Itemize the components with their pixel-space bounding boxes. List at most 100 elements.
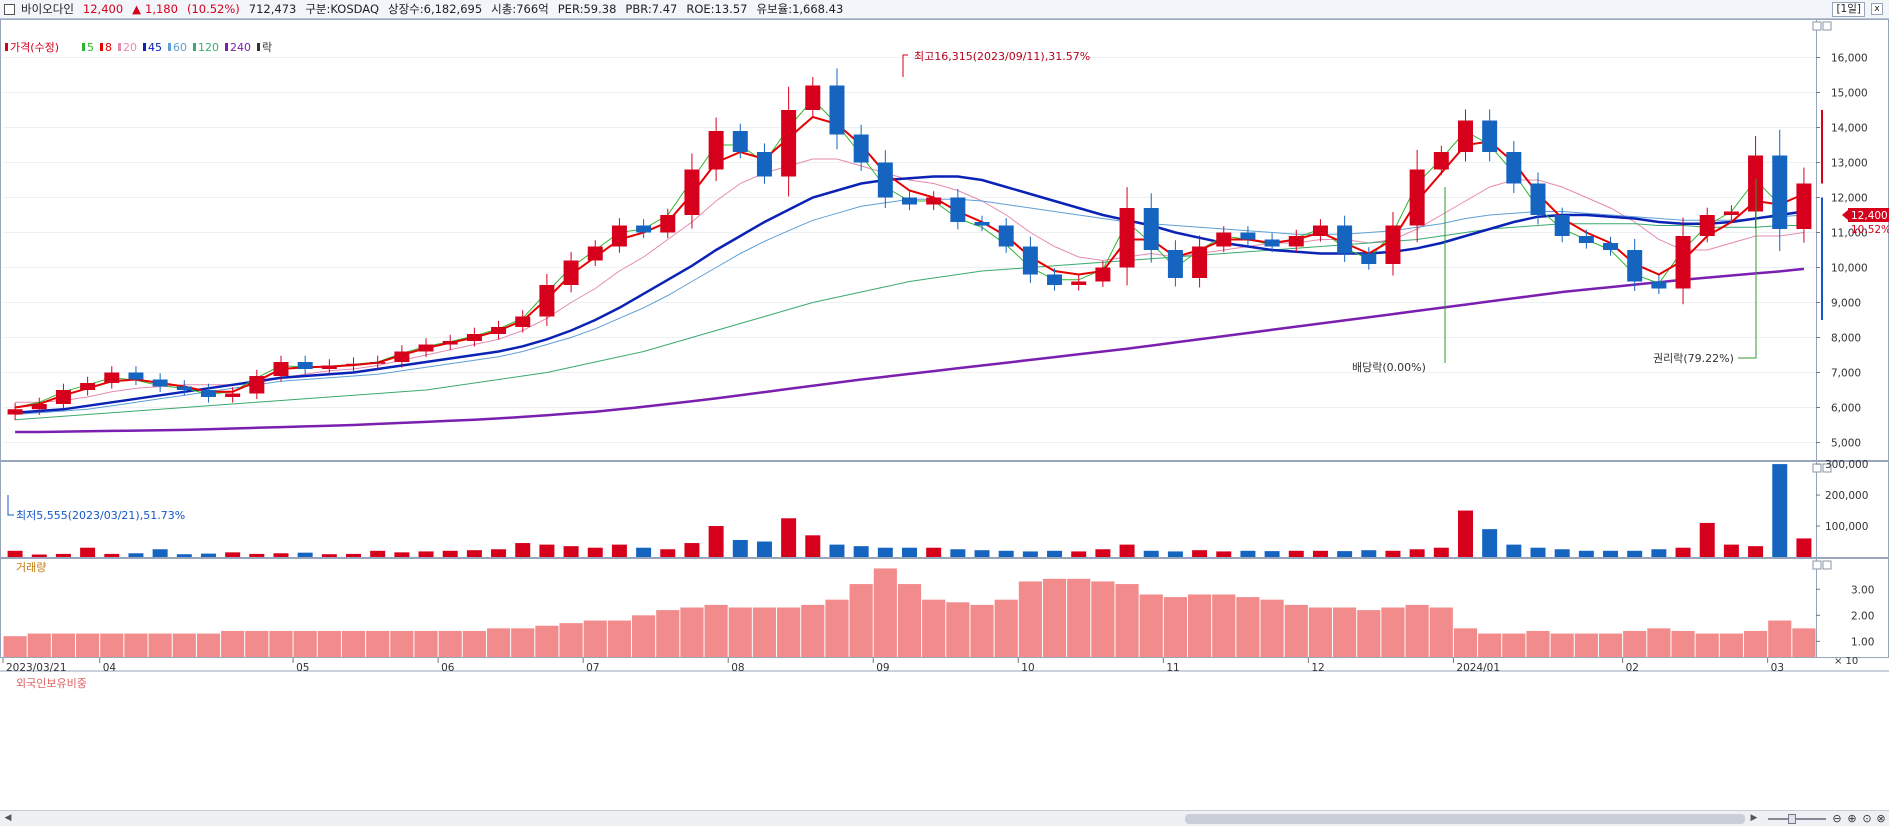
volume-bar — [1409, 549, 1425, 557]
price-tick-label: 13,000 — [1831, 158, 1868, 170]
candle-body — [1337, 225, 1353, 254]
price-change: 1,180 — [145, 2, 178, 16]
reserve-ratio: 유보율:1,668.43 — [756, 2, 844, 16]
date-tick-label: 08 — [731, 662, 744, 674]
stock-checkbox[interactable] — [4, 3, 15, 15]
candle-body — [660, 215, 676, 233]
candle-body — [7, 409, 23, 415]
volume-bar — [1651, 549, 1667, 557]
volume-bar — [176, 554, 192, 557]
volume-bar — [80, 547, 96, 557]
scroll-left-icon[interactable]: ◀ — [4, 813, 12, 823]
volume-bar — [1095, 549, 1111, 557]
volume-bar — [853, 546, 869, 557]
stock-name[interactable]: 바이오다인 — [21, 2, 74, 16]
volume-bar — [708, 526, 724, 557]
foreign-bar — [632, 615, 656, 657]
candle-body — [1216, 232, 1232, 247]
zoom-in-icon[interactable]: ⊕ — [1847, 812, 1857, 825]
price-tick-label: 14,000 — [1831, 123, 1868, 135]
legend-swatch — [225, 43, 228, 51]
close-icon[interactable]: x — [1871, 3, 1883, 15]
date-tick-label: 03 — [1771, 662, 1784, 674]
candle-body — [80, 383, 96, 390]
foreign-bar — [390, 630, 414, 657]
candle-body — [1047, 274, 1063, 285]
last-price-badge: 12,400 10.52% — [1842, 208, 1889, 236]
candle-body — [539, 285, 555, 317]
price-tick-label: 7,000 — [1831, 368, 1861, 380]
foreign-bar — [1719, 633, 1743, 657]
candle-body — [1071, 281, 1087, 285]
date-tick-label: 10 — [1021, 662, 1034, 674]
change-up-arrow-icon: ▲ — [132, 2, 142, 16]
volume-unit-label: × 10 — [1834, 656, 1858, 667]
zoom-reset-icon[interactable]: ⊙ — [1862, 812, 1872, 825]
volume-bar — [1723, 544, 1739, 557]
foreign-bar — [1018, 581, 1042, 657]
price-tick-label: 11,000 — [1831, 228, 1868, 240]
foreign-bar — [1792, 628, 1816, 657]
foreign-tick-label: 2.00 — [1851, 610, 1874, 622]
candle-body — [1457, 120, 1473, 152]
foreign-bar — [1091, 581, 1115, 657]
foreign-bar — [1502, 633, 1526, 657]
legend-label: 60 — [173, 41, 187, 54]
volume-bar — [1506, 544, 1522, 557]
axis-labels: 5,000 6,000 7,000 8,000 9,000 10,000 11,000 12,… — [2, 53, 1874, 674]
foreign-bar — [462, 630, 486, 657]
foreign-bar — [221, 630, 245, 657]
zoom-slider-knob[interactable] — [1788, 814, 1796, 824]
price-pane-max-icon — [1812, 21, 1822, 31]
volume-bar — [1772, 464, 1788, 557]
foreign-bar — [27, 633, 51, 657]
foreign-bar — [1357, 610, 1381, 657]
foreign-bar — [1308, 607, 1333, 657]
candle-body — [974, 222, 990, 226]
period-button[interactable]: [1일] — [1832, 2, 1865, 17]
foreign-bar — [1574, 633, 1598, 657]
candle-body — [1288, 236, 1304, 247]
zoom-fit-icon[interactable]: ⊗ — [1876, 812, 1886, 825]
foreign-bar — [196, 633, 221, 657]
date-tick-label: 02 — [1626, 662, 1639, 674]
volume-bar — [1288, 550, 1304, 557]
scroll-right-icon[interactable]: ▶ — [1750, 813, 1758, 823]
volume-bar — [515, 543, 531, 557]
price-tick-label: 6,000 — [1831, 403, 1861, 415]
foreign-bar — [801, 604, 825, 657]
foreign-bar — [777, 607, 801, 657]
dividend-annotation: 배당락(0.00%) — [1352, 187, 1446, 374]
candle-body — [756, 152, 772, 177]
legend-swatch — [143, 43, 146, 51]
volume-bar — [491, 549, 507, 557]
candle-body — [176, 386, 192, 390]
volume-bar — [1361, 550, 1377, 557]
market-cap: 시총:766억 — [491, 2, 549, 16]
foreign-bar — [511, 628, 535, 657]
foreign-pane-title: 외국인보유비중 — [16, 677, 87, 690]
candle-body — [515, 316, 531, 327]
dividend-annotation-text: 배당락(0.00%) — [1352, 361, 1426, 374]
ma-line-45 — [15, 175, 1805, 415]
foreign-bar — [1260, 599, 1284, 657]
foreign-bar — [1115, 584, 1139, 657]
candle-body — [829, 85, 845, 135]
legend-swatch — [82, 43, 85, 51]
candle-body — [926, 197, 942, 205]
foreign-bar — [607, 620, 632, 657]
candle-body — [1143, 208, 1159, 250]
horizontal-scrollbar[interactable]: ◀ ▶ ⊖ ⊕ ⊙ ⊗ — [0, 810, 1889, 826]
candle-body — [1482, 120, 1498, 152]
stock-chart[interactable]: 5,0006,0007,0008,0009,00010,00011,00012,… — [0, 19, 1889, 810]
zoom-out-icon[interactable]: ⊖ — [1832, 812, 1842, 825]
scroll-thumb[interactable] — [1185, 814, 1745, 824]
zoom-slider-track[interactable] — [1768, 818, 1826, 820]
foreign-bar — [946, 602, 970, 657]
candle-body — [1554, 215, 1570, 236]
volume-bar — [321, 554, 337, 557]
date-tick-label: 2023/03/21 — [6, 662, 67, 674]
rights-annotation-text: 권리락(79.22%) — [1653, 352, 1734, 365]
foreign-bar — [1550, 633, 1574, 657]
last-price-badge-bg — [1848, 208, 1889, 222]
